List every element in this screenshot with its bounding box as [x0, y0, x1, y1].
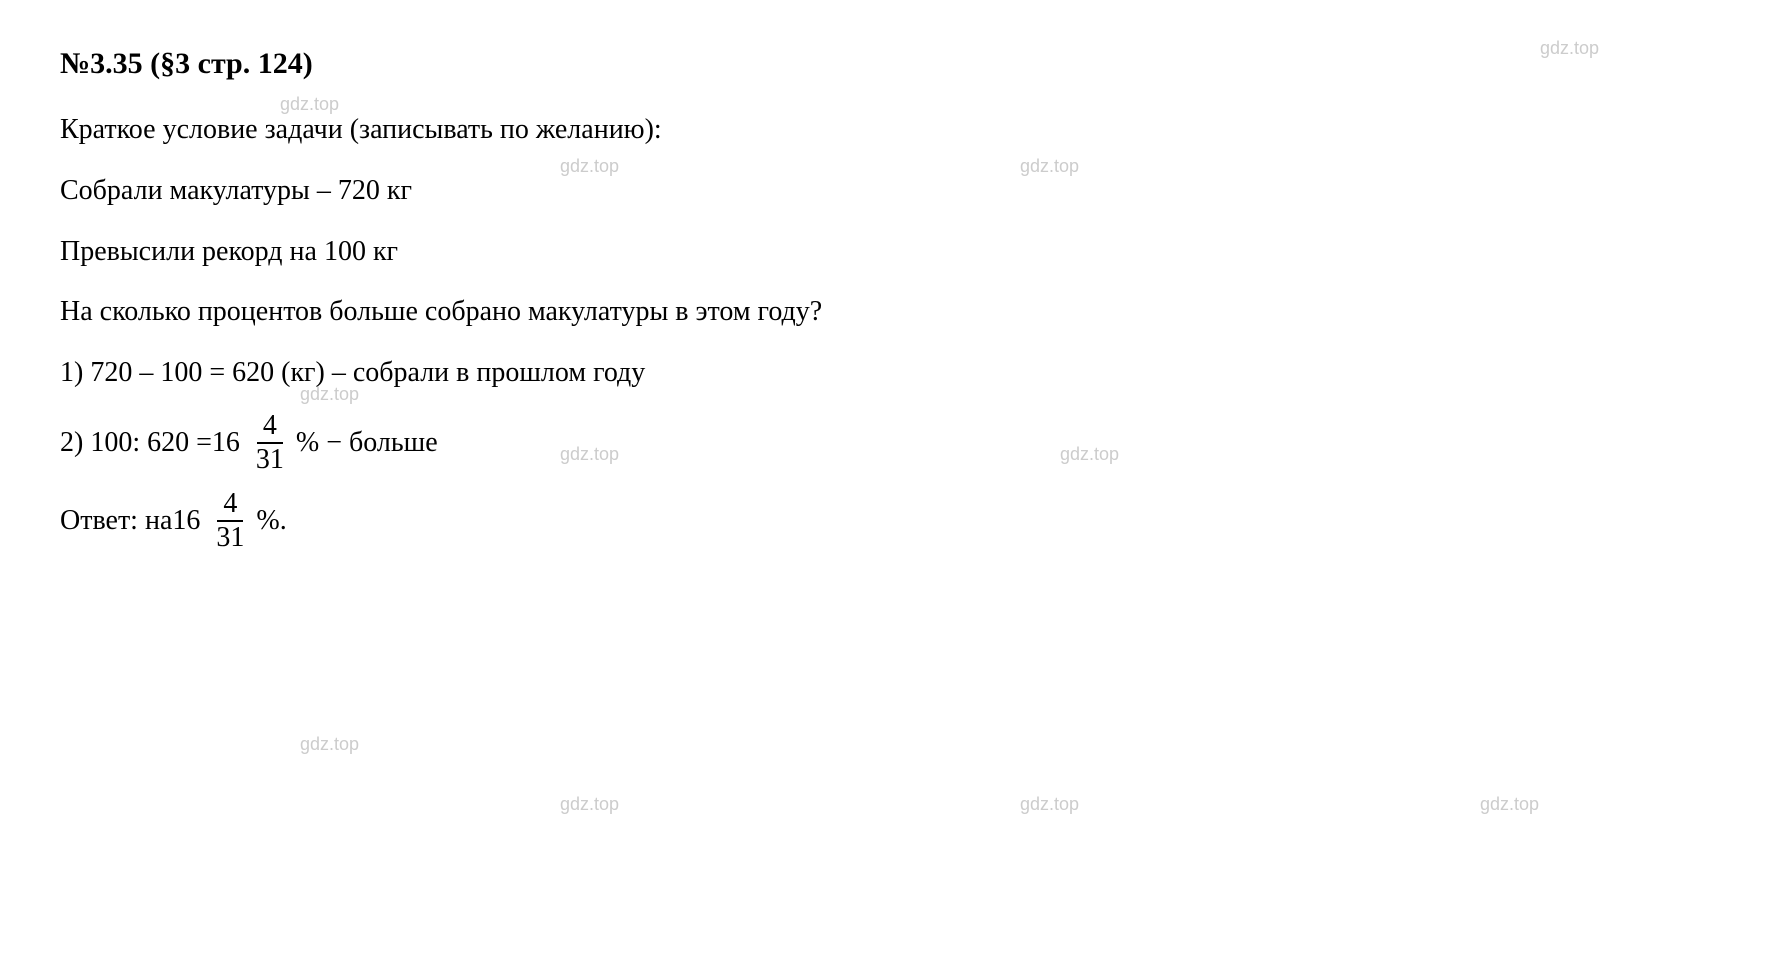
exceeded-line: Превысили рекорд на 100 кг [60, 230, 1708, 275]
step1-line: 1) 720 – 100 = 620 (кг) – собрали в прош… [60, 351, 1708, 396]
step2-fraction: 4 31 [250, 412, 290, 474]
watermark-text: gdz.top [300, 730, 359, 759]
question-line: На сколько процентов больше собрано маку… [60, 290, 1708, 335]
answer-line: Ответ: на 16 4 31 %. [60, 490, 1708, 552]
answer-mixed-fraction: 16 4 31 [172, 490, 256, 552]
step2-whole: 16 [212, 421, 240, 466]
step2-suffix: % − больше [296, 421, 438, 466]
watermark-text: gdz.top [1020, 790, 1079, 819]
collected-line: Собрали макулатуры – 720 кг [60, 169, 1708, 214]
problem-heading: №3.35 (§3 стр. 124) [60, 40, 1708, 88]
answer-fraction: 4 31 [210, 490, 250, 552]
answer-numerator: 4 [217, 490, 243, 522]
answer-denominator: 31 [210, 522, 250, 552]
step2-mixed-fraction: 16 4 31 [212, 412, 296, 474]
step2-prefix: 2) 100: 620 = [60, 421, 212, 466]
answer-suffix: %. [256, 499, 286, 544]
condition-title: Краткое условие задачи (записывать по же… [60, 108, 1708, 153]
step2-numerator: 4 [257, 412, 283, 444]
watermark-text: gdz.top [560, 790, 619, 819]
answer-prefix: Ответ: на [60, 499, 172, 544]
step2-denominator: 31 [250, 444, 290, 474]
step2-line: 2) 100: 620 = 16 4 31 % − больше [60, 412, 1708, 474]
answer-whole: 16 [172, 499, 200, 544]
watermark-text: gdz.top [1480, 790, 1539, 819]
